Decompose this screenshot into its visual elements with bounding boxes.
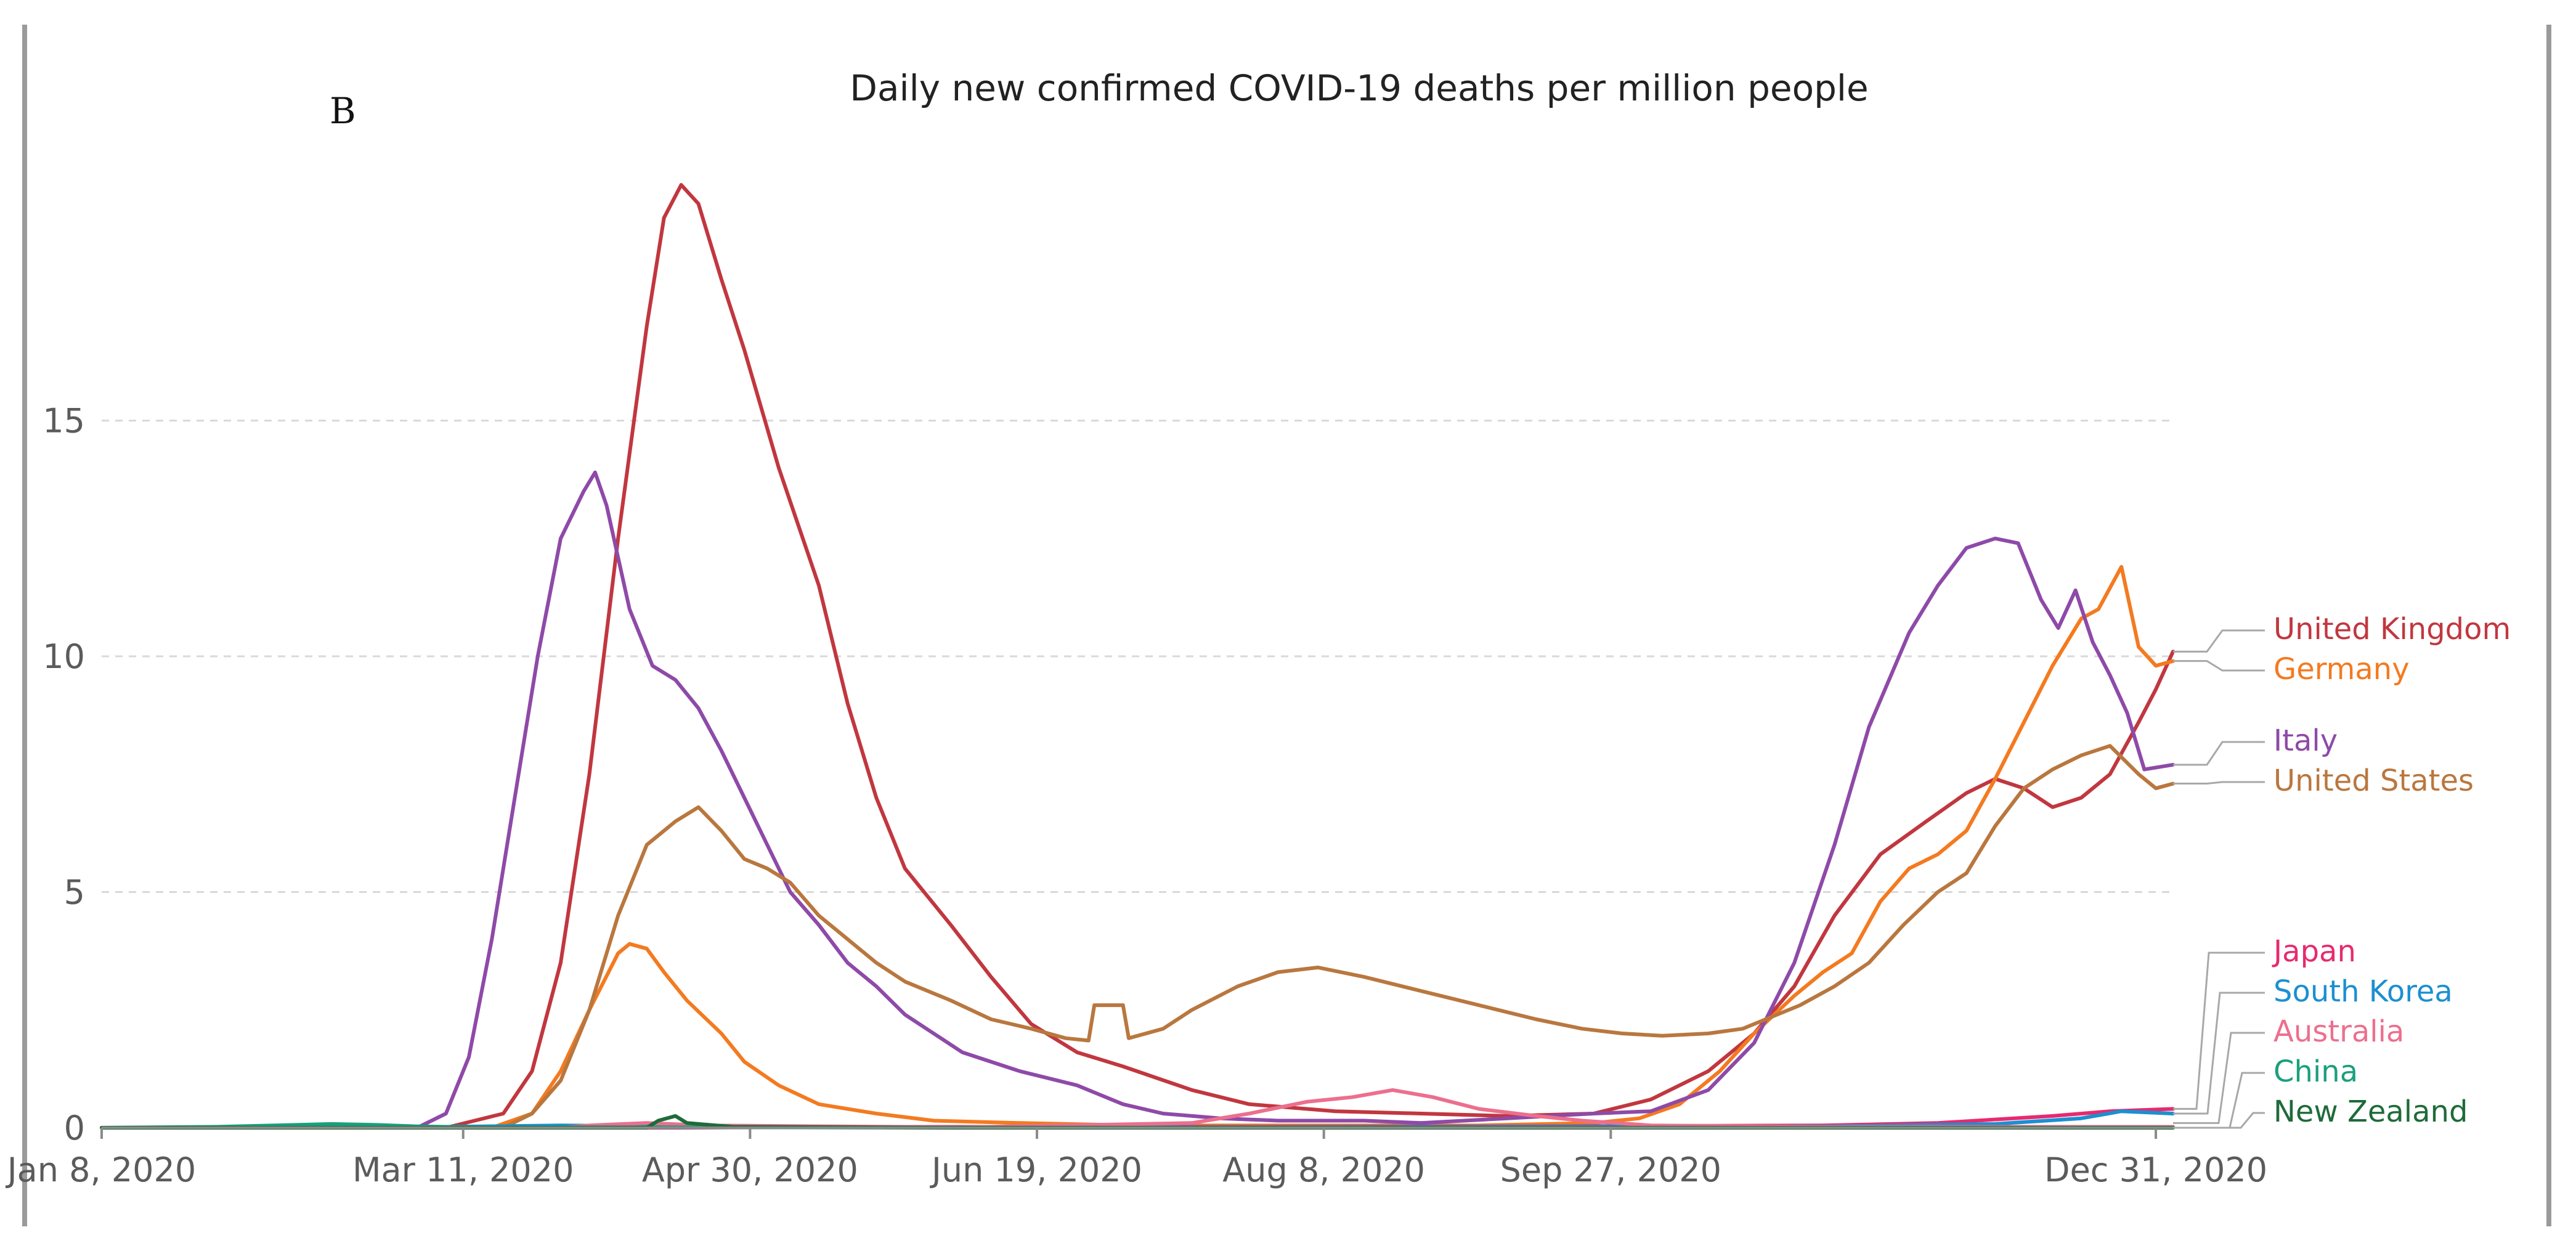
x-tick-label-4: Aug 8, 2020	[1222, 1151, 1425, 1189]
legend-label-south-korea: South Korea	[2273, 974, 2453, 1009]
chart-title: Daily new confirmed COVID-19 deaths per …	[850, 67, 1868, 109]
legend-label-new-zealand: New Zealand	[2273, 1094, 2468, 1129]
legend-leader-italy	[2173, 741, 2265, 766]
series-line-new-zealand	[100, 1114, 2175, 1130]
legend-label-italy: Italy	[2273, 723, 2338, 758]
legend: United Kingdom Germany Italy United States J…	[2173, 612, 2511, 1129]
legend-leader-united-states	[2173, 781, 2265, 785]
legend-label-germany: Germany	[2273, 652, 2410, 687]
x-axis: Jan 8, 2020 Mar 11, 2020 Apr 30, 2020 Jun 1…	[6, 1127, 2267, 1189]
series-line-germany	[100, 564, 2175, 1130]
legend-label-united-kingdom: United Kingdom	[2273, 612, 2511, 646]
x-tick-label-1: Mar 11, 2020	[352, 1151, 574, 1189]
left-frame-rule	[22, 25, 27, 1226]
legend-leader-japan	[2173, 951, 2265, 1110]
x-tick-label-5: Sep 27, 2020	[1500, 1151, 1721, 1189]
series-line-united-states	[100, 744, 2175, 1130]
gridlines: 0 5 10 15	[43, 402, 2173, 1147]
legend-leader-united-kingdom	[2173, 629, 2265, 653]
y-tick-label-10: 10	[43, 637, 85, 676]
series-line-australia	[100, 1088, 2175, 1130]
y-tick-label-15: 15	[43, 402, 85, 441]
series-line-united-kingdom	[100, 183, 2175, 1130]
legend-leader-new-zealand	[2173, 1112, 2265, 1129]
legend-label-china: China	[2273, 1054, 2358, 1089]
panel-label: B	[330, 90, 356, 132]
x-tick-label-0: Jan 8, 2020	[6, 1151, 197, 1189]
right-frame-rule	[2546, 25, 2551, 1226]
legend-leader-germany	[2173, 660, 2265, 672]
x-tick-label-2: Apr 30, 2020	[642, 1151, 858, 1189]
legend-label-japan: Japan	[2272, 934, 2356, 969]
x-tick-label-6: Dec 31, 2020	[2044, 1151, 2267, 1189]
legend-label-united-states: United States	[2273, 764, 2474, 798]
series-line-italy	[100, 470, 2175, 1130]
legend-label-australia: Australia	[2273, 1014, 2404, 1049]
legend-leader-south-korea	[2173, 992, 2265, 1115]
y-tick-label-0: 0	[64, 1109, 85, 1147]
x-tick-label-3: Jun 19, 2020	[930, 1151, 1142, 1189]
y-tick-label-5: 5	[64, 873, 85, 912]
legend-leader-australia	[2173, 1032, 2265, 1124]
